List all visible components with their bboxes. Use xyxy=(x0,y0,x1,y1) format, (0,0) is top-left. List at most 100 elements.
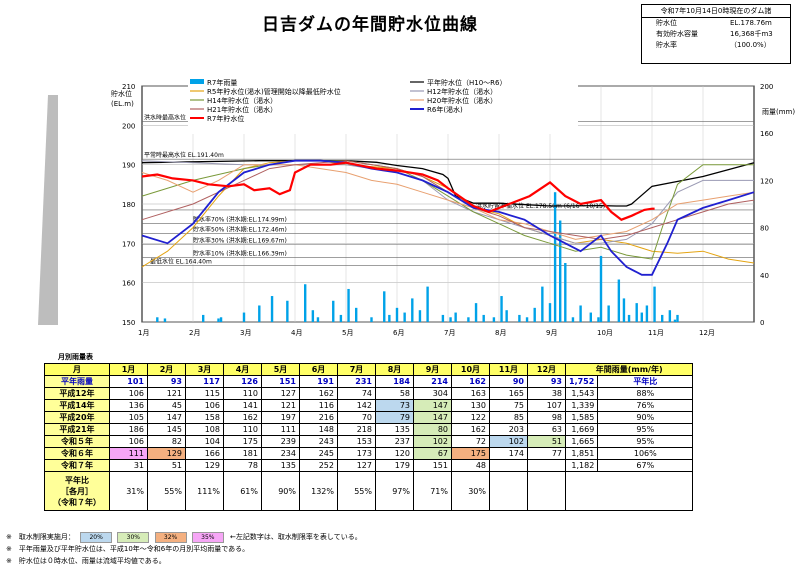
ratio-value: 90% xyxy=(261,471,300,511)
column-header: 5月 xyxy=(261,363,300,376)
rain-value: 77 xyxy=(527,447,566,460)
annual-ratio: 90% xyxy=(597,411,694,424)
annual-total: 1,669 xyxy=(564,423,599,436)
note-suffix: ←左記数字は、取水制限率を表している。 xyxy=(230,533,362,541)
column-header: 7月 xyxy=(337,363,376,376)
y2-tick-label: 120 xyxy=(760,177,773,185)
annual-total: 1,851 xyxy=(564,447,599,460)
rain-bar xyxy=(668,310,672,322)
rain-bar xyxy=(304,284,307,322)
legend-label: R7年雨量 xyxy=(207,78,237,87)
rain-bar xyxy=(661,314,664,322)
status-row-level: 貯水位 EL.178.76m xyxy=(642,18,790,29)
rain-value: 216 xyxy=(299,411,338,424)
rain-value: 73 xyxy=(375,399,414,412)
legend-label: H20年貯水位（渇水） xyxy=(427,96,497,105)
rain-bar xyxy=(597,317,600,322)
rain-value: 45 xyxy=(147,399,186,412)
rain-bar xyxy=(607,305,610,322)
rain-value: 101 xyxy=(109,375,148,388)
rain-value: 121 xyxy=(261,399,300,412)
rain-value: 106 xyxy=(185,399,224,412)
rain-value: 218 xyxy=(337,423,376,436)
rain-bar xyxy=(635,303,638,322)
rain-value: 184 xyxy=(375,375,414,388)
rain-bar xyxy=(559,220,562,322)
rain-bar xyxy=(339,314,343,322)
ratio-value: 132% xyxy=(299,471,338,511)
row-label: 令和５年 xyxy=(44,435,110,448)
column-header: 3月 xyxy=(185,363,224,376)
rain-value: 127 xyxy=(261,387,300,400)
rain-value: 191 xyxy=(299,375,338,388)
ratio-row: 平年比 ［各月］ （令和７年） 31% 55% 111% 61% 90% 132% 55% 97% 7… xyxy=(44,471,694,511)
row-label: 平成14年 xyxy=(44,399,110,412)
rain-value: 107 xyxy=(527,399,566,412)
table-row: 令和５年 106 82 104 175 239 243 153 237 102 72 102 51 1,6… xyxy=(44,435,694,448)
ratio-empty xyxy=(564,471,694,511)
rain-bar xyxy=(395,307,399,322)
rain-bar xyxy=(418,310,422,322)
annual-total: 1,665 xyxy=(564,435,599,448)
rain-value: 51 xyxy=(147,459,186,472)
rain-bar xyxy=(355,307,358,322)
rain-bar xyxy=(474,303,478,322)
rain-value: 126 xyxy=(223,375,262,388)
rain-value: 234 xyxy=(261,447,300,460)
y-axis-title: (EL.m) xyxy=(111,100,134,108)
rain-value: 106 xyxy=(109,387,148,400)
rain-value: 174 xyxy=(489,447,528,460)
rain-value: 179 xyxy=(375,459,414,472)
rain-value: 78 xyxy=(223,459,262,472)
x-tick-label: 5月 xyxy=(342,329,353,337)
rain-bar xyxy=(411,298,414,322)
rain-bar xyxy=(467,317,470,322)
dam-status-box: 令和7年10月14日0時現在のダム諸 貯水位 EL.178.76m 有効貯水容量… xyxy=(641,4,791,64)
column-header: 9月 xyxy=(413,363,452,376)
rain-value: 105 xyxy=(109,411,148,424)
monthly-rainfall-table: 月 1月 2月 3月 4月 5月 6月 7月 8月 9月 10月 11月 12月 年間雨量(mm/年) 平年… xyxy=(44,363,694,511)
rain-value: 197 xyxy=(261,411,300,424)
rain-value: 181 xyxy=(223,447,262,460)
annual-ratio: 95% xyxy=(597,423,694,436)
rain-bar xyxy=(388,314,391,322)
legend-label: R7年貯水位 xyxy=(207,114,244,123)
rain-bar xyxy=(548,303,552,322)
x-tick-label: 6月 xyxy=(393,329,404,337)
annual-ratio: 95% xyxy=(597,435,694,448)
rain-value: 111 xyxy=(261,423,300,436)
page-title: 日吉ダムの年間貯水位曲線 xyxy=(262,15,478,35)
rain-bar xyxy=(645,305,649,322)
rain-value: 72 xyxy=(451,435,490,448)
x-tick-label: 4月 xyxy=(291,329,302,337)
ratio-value xyxy=(489,471,528,511)
status-header: 令和7年10月14日0時現在のダム諸 xyxy=(642,5,790,18)
rain-value: 175 xyxy=(451,447,490,460)
rain-value: 102 xyxy=(489,435,528,448)
table-row: 平成21年 186 145 108 110 111 148 218 135 80 162 203 63 1… xyxy=(44,423,694,436)
row-label: 令和６年 xyxy=(44,447,110,460)
rain-value: 252 xyxy=(299,459,338,472)
ratio-value: 61% xyxy=(223,471,262,511)
note-average: ※ 平年雨量及び平年貯水位は、平成10年～令和6年の月別平均雨量である。 xyxy=(6,545,250,553)
rain-bar xyxy=(571,317,575,322)
rain-value: 165 xyxy=(489,387,528,400)
y2-tick-label: 80 xyxy=(760,225,769,233)
legend-label: H14年貯水位（渇水） xyxy=(207,96,277,105)
rain-value: 117 xyxy=(185,375,224,388)
rain-value: 162 xyxy=(299,387,338,400)
rain-value: 121 xyxy=(147,387,186,400)
rain-value: 151 xyxy=(261,375,300,388)
y-tick-label: 200 xyxy=(122,122,135,130)
rain-bar xyxy=(533,307,536,322)
rain-bar xyxy=(454,312,457,322)
rain-bar xyxy=(622,298,626,322)
rain-value: 90 xyxy=(489,375,528,388)
annual-total: 1,182 xyxy=(564,459,599,472)
series-line xyxy=(141,164,755,240)
rain-value: 111 xyxy=(109,447,148,460)
y-tick-label: 210 xyxy=(122,83,135,91)
rain-bar xyxy=(627,314,631,322)
legend-label: R6年(渇水) xyxy=(427,105,463,114)
rain-value: 243 xyxy=(299,435,338,448)
